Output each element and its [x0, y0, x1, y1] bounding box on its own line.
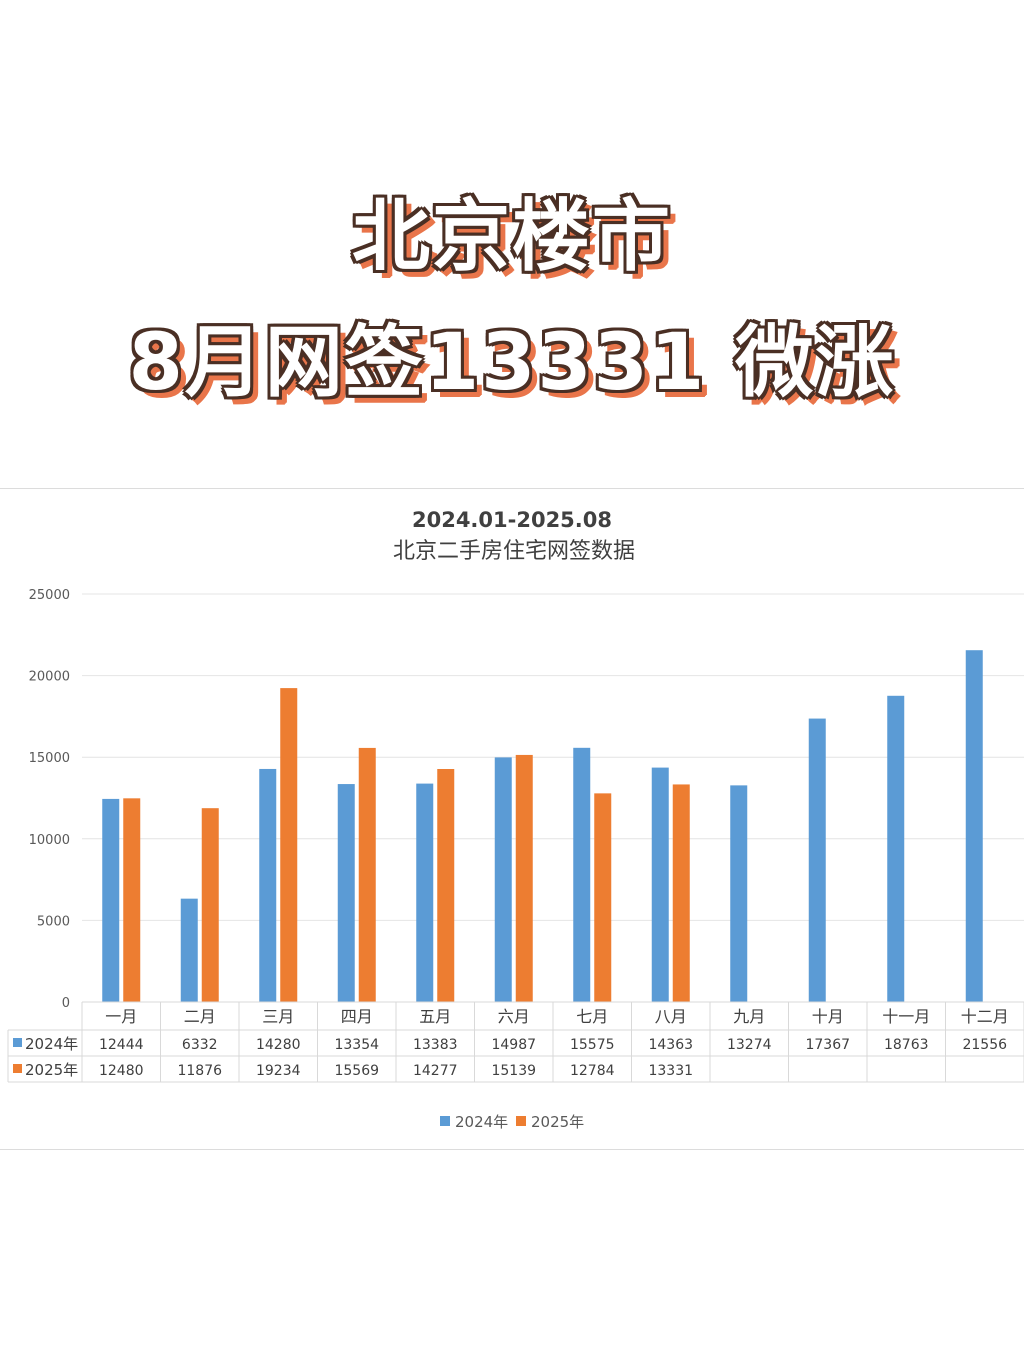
bar-2024年-六月 [494, 757, 512, 1002]
x-category-label: 一月 [105, 1007, 137, 1026]
x-category-label: 十月 [812, 1007, 844, 1026]
y-tick-label: 25000 [29, 588, 70, 603]
table-legend-key [13, 1038, 22, 1047]
bar-2025年-六月 [515, 754, 533, 1002]
headline-line-1: 北京楼市 [351, 192, 672, 282]
bar-2024年-三月 [259, 768, 277, 1002]
bar-2024年-十月 [808, 718, 826, 1002]
table-cell-value: 12444 [99, 1037, 144, 1053]
chart-subtitle: 北京二手房住宅网签数据 [393, 539, 635, 564]
table-cell-value: 12480 [99, 1063, 144, 1079]
chart-bottom-divider [0, 1149, 1024, 1150]
headline-line-2: 8月网签13331 微涨 [128, 318, 896, 408]
table-cell-value: 14363 [648, 1037, 693, 1053]
bar-2025年-一月 [123, 798, 141, 1002]
table-cell-value: 12784 [570, 1063, 615, 1079]
x-category-label: 十一月 [882, 1007, 930, 1026]
chart-title: 2024.01-2025.08 [412, 508, 612, 532]
table-cell-value: 21556 [962, 1037, 1007, 1053]
bar-2025年-四月 [358, 747, 376, 1002]
y-tick-label: 20000 [29, 670, 70, 685]
table-cell-value: 15569 [334, 1063, 379, 1079]
table-cell-value: 6332 [182, 1037, 218, 1053]
bar-2024年-十一月 [887, 695, 905, 1002]
bar-2024年-十二月 [965, 650, 983, 1002]
bar-2024年-四月 [337, 784, 355, 1002]
x-category-label: 六月 [498, 1007, 530, 1026]
bar-2024年-九月 [730, 785, 748, 1002]
table-cell-value: 13383 [413, 1037, 458, 1053]
bar-2024年-一月 [102, 798, 120, 1002]
table-cell-value: 17367 [805, 1037, 850, 1053]
bar-2025年-七月 [594, 793, 612, 1002]
table-cell-value: 19234 [256, 1063, 301, 1079]
x-category-label: 三月 [262, 1007, 294, 1026]
y-axis-ticks: 0 5000 10000 15000 20000 25000 [29, 588, 70, 1011]
table-cell-value: 13331 [648, 1063, 693, 1079]
y-tick-label: 5000 [37, 914, 70, 929]
legend-label: 2025年 [531, 1113, 584, 1131]
x-category-label: 九月 [733, 1007, 765, 1026]
table-series-label: 2024年 [25, 1035, 78, 1053]
bar-2024年-五月 [416, 783, 434, 1002]
legend-key [516, 1116, 526, 1126]
table-series-label: 2025年 [25, 1061, 78, 1079]
x-category-label: 四月 [341, 1007, 373, 1026]
bar-2025年-二月 [201, 808, 219, 1002]
x-category-label: 十二月 [961, 1007, 1009, 1026]
table-legend-key [13, 1064, 22, 1073]
table-cell-value: 14277 [413, 1063, 458, 1079]
x-category-label: 二月 [184, 1007, 216, 1026]
bar-2024年-二月 [180, 898, 198, 1002]
bars [102, 650, 983, 1002]
legend: 2024年 2025年 [440, 1113, 584, 1131]
bar-2024年-八月 [651, 767, 669, 1002]
x-category-label: 七月 [576, 1007, 608, 1026]
bar-2025年-五月 [437, 768, 455, 1002]
table-cell-value: 13274 [727, 1037, 772, 1053]
x-category-label: 五月 [419, 1007, 451, 1026]
table-cell-value: 18763 [884, 1037, 929, 1053]
bar-2024年-七月 [573, 747, 591, 1002]
chart-top-divider [0, 488, 1024, 489]
gridlines [82, 593, 1024, 1003]
data-table: 一月 二月 三月 四月 五月 六月 七月 八月 九月 十月 十一月 十二月 2024年 12444 6332… [7, 1001, 1024, 1083]
bar-2025年-三月 [280, 688, 298, 1002]
table-cell-value: 14280 [256, 1037, 301, 1053]
legend-label: 2024年 [455, 1113, 508, 1131]
table-cell-value: 11876 [177, 1063, 222, 1079]
legend-key [440, 1116, 450, 1126]
x-category-label: 八月 [655, 1007, 687, 1026]
table-cell-value: 13354 [334, 1037, 379, 1053]
bar-2025年-八月 [672, 784, 690, 1002]
table-cell-value: 15139 [491, 1063, 536, 1079]
y-tick-label: 0 [62, 996, 70, 1011]
table-cell-value: 15575 [570, 1037, 615, 1053]
y-tick-label: 15000 [29, 751, 70, 766]
table-cell-value: 14987 [491, 1037, 536, 1053]
y-tick-label: 10000 [29, 833, 70, 848]
